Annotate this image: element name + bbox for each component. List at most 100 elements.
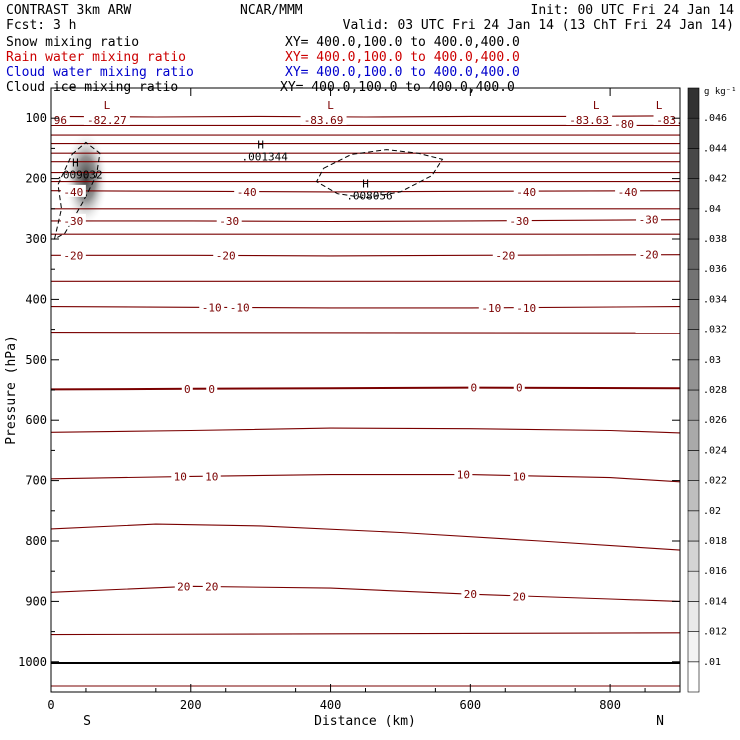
contour-label-bg-2 — [566, 113, 613, 126]
isotherm--10 — [51, 306, 680, 309]
colorbar-label-14: .038 — [703, 234, 727, 245]
header: CONTRAST 3km ARW NCAR/MMM Init: 00 UTC F… — [6, 3, 734, 95]
colorbar-cell-15 — [687, 208, 700, 240]
colorbar-cell-11 — [687, 329, 700, 361]
isotherm-5 — [51, 427, 680, 434]
y-tick-label-700: 700 — [25, 474, 47, 488]
contour-label-7: -40 — [237, 186, 257, 199]
contour-label-20: -10 — [481, 302, 501, 315]
contour-label-bg-31 — [202, 579, 221, 592]
colorbar-label-13: .036 — [703, 264, 727, 275]
contour-label-bg-15 — [213, 248, 239, 261]
x-axis: 0 200 400 600 800 — [47, 88, 646, 712]
contour-label-bg-27 — [202, 469, 221, 482]
contour-label-bg-30 — [174, 579, 193, 592]
colorbar-cell-10 — [687, 359, 700, 391]
contour-label-bg-10 — [60, 213, 86, 226]
title-left: CONTRAST 3km ARW — [6, 3, 131, 18]
contour-label-bg-28 — [454, 467, 473, 480]
contour-label-24: 0 — [471, 382, 478, 395]
forecast-hour: Fcst: 3 h — [6, 18, 76, 33]
y-tick-label-100: 100 — [25, 111, 47, 125]
colorbar-label-4: .018 — [703, 536, 727, 547]
contour-label-bg-12 — [506, 213, 532, 226]
contour-label-bg-32 — [461, 587, 480, 600]
cloud-ice-contour-1 — [315, 149, 444, 199]
contour-label-bg-5 — [51, 113, 70, 126]
isotherm-15 — [51, 523, 680, 551]
colorbar-cell-1 — [687, 631, 700, 663]
contour-label-bg-14 — [60, 248, 86, 261]
endpoint-label-right: N — [656, 714, 664, 729]
contour-label-29: 10 — [513, 470, 526, 483]
contour-label-30: 20 — [177, 580, 190, 593]
contour-label-bg-1 — [300, 113, 347, 126]
colorbar-cell-14 — [687, 238, 700, 270]
field-xy-cloud-water: XY= 400.0,100.0 to 400.0,400.0 — [285, 65, 520, 80]
contour-label-12: -30 — [509, 215, 529, 228]
colorbar-label-0: .01 — [703, 657, 721, 668]
colorbar-label-7: .024 — [703, 445, 727, 456]
contour-label-bg-11 — [216, 213, 242, 226]
field-xy-rain: XY= 400.0,100.0 to 400.0,400.0 — [285, 50, 520, 65]
y-tick-label-800: 800 — [25, 534, 47, 548]
colorbar-cell-8 — [687, 419, 700, 451]
x-axis-label: Distance (km) — [314, 714, 416, 729]
isotherm--20 — [51, 254, 680, 257]
extremum-H-6: H — [362, 178, 369, 191]
x-tick-label-200: 200 — [180, 698, 202, 712]
contour-label-0: -82.27 — [87, 114, 127, 127]
field-label-rain: Rain water mixing ratio — [6, 50, 186, 65]
isotherm--5 — [51, 332, 680, 334]
title-center: NCAR/MMM — [240, 3, 303, 18]
field-xy-snow: XY= 400.0,100.0 to 400.0,400.0 — [285, 35, 520, 50]
contour-label-25: 0 — [516, 382, 523, 395]
contour-label-bg-22 — [181, 381, 193, 394]
contour-label-28: 10 — [457, 469, 470, 482]
y-tick-label-300: 300 — [25, 232, 47, 246]
colorbar-cell-2 — [687, 601, 700, 632]
contour-label-26: 10 — [174, 470, 187, 483]
contour-label-8: -40 — [516, 186, 536, 199]
colorbar-label-2: .014 — [703, 596, 727, 607]
colorbar-cell-5 — [687, 510, 700, 542]
contour-label-bg-3 — [611, 117, 637, 130]
colorbar-label-9: .028 — [703, 385, 727, 396]
contour-label-22: 0 — [184, 383, 191, 396]
cloud-ice-contours — [53, 141, 444, 241]
contour-label-11: -30 — [219, 215, 239, 228]
contour-label-18: -10 — [202, 301, 222, 314]
colorbar-label-16: .042 — [703, 174, 727, 185]
contour-label-2: -83.63 — [569, 114, 609, 127]
contour-label-bg-18 — [199, 300, 225, 313]
extremum-value-6: .008056 — [346, 190, 392, 203]
contour-label-14: -20 — [63, 249, 83, 262]
contour-label-4: -83. — [656, 114, 683, 127]
contour-label-bg-21 — [513, 300, 539, 313]
contour-label-bg-20 — [478, 300, 504, 313]
endpoint-label-left: S — [83, 714, 91, 729]
contour-label-5: 1.96 — [41, 114, 68, 127]
colorbar-cell-13 — [687, 268, 700, 300]
colorbar-label-3: .016 — [703, 566, 727, 577]
isotherm-0 — [51, 386, 680, 391]
colorbar-label-1: .012 — [703, 627, 727, 638]
colorbar-label-11: .032 — [703, 325, 727, 336]
snow-shading-layer — [63, 130, 108, 227]
colorbar-cell-19 — [687, 87, 700, 119]
colorbar-unit: g kg⁻¹ — [704, 87, 737, 97]
isotherm--40 — [51, 190, 680, 193]
contour-label-bg-17 — [636, 247, 662, 260]
extremum-L-3: L — [656, 99, 663, 112]
contour-label-bg-25 — [513, 380, 525, 393]
y-axis-label: Pressure (hPa) — [4, 335, 19, 445]
contour-label-6: -40 — [63, 186, 83, 199]
contour-label-3: -80 — [614, 118, 634, 131]
colorbar-cell-4 — [687, 540, 700, 572]
colorbar-label-10: .03 — [703, 355, 721, 366]
contour-label-19: -10 — [230, 301, 250, 314]
extremum-value-5: .001344 — [241, 150, 288, 163]
y-tick-label-900: 900 — [25, 594, 47, 608]
